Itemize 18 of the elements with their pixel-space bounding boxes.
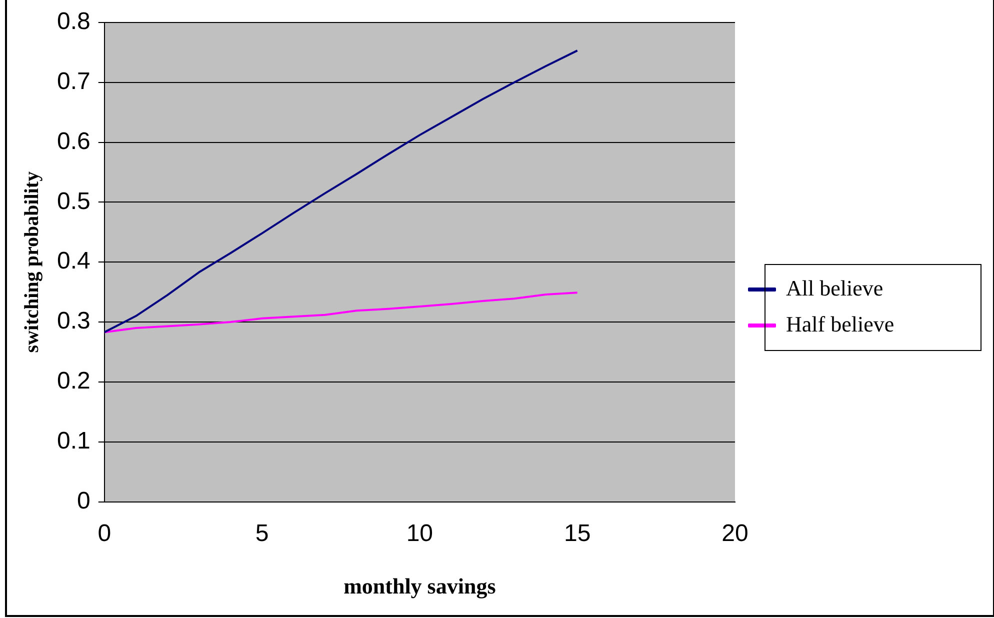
x-tick-label: 0 <box>98 520 112 547</box>
y-tick-label: 0.5 <box>56 188 90 215</box>
x-tick-label: 20 <box>722 520 748 547</box>
y-axis-title: switching probability <box>21 171 44 353</box>
legend-label: Half believe <box>786 311 894 336</box>
y-tick-label: 0 <box>77 487 90 514</box>
x-tick-label: 10 <box>406 520 434 547</box>
x-tick-label: 15 <box>564 520 591 547</box>
y-tick-label: 0.6 <box>56 128 90 155</box>
legend-label: All believe <box>786 275 884 300</box>
y-tick-label: 0.2 <box>56 368 90 395</box>
x-tick-label: 5 <box>255 520 269 547</box>
x-axis-title: monthly savings <box>344 573 496 598</box>
y-tick-label: 0.3 <box>56 308 90 335</box>
y-tick-label: 0.8 <box>56 8 90 36</box>
y-tick-label: 0.4 <box>56 248 90 275</box>
y-tick-label: 0.7 <box>56 68 90 95</box>
y-tick-label: 0.1 <box>56 428 90 454</box>
